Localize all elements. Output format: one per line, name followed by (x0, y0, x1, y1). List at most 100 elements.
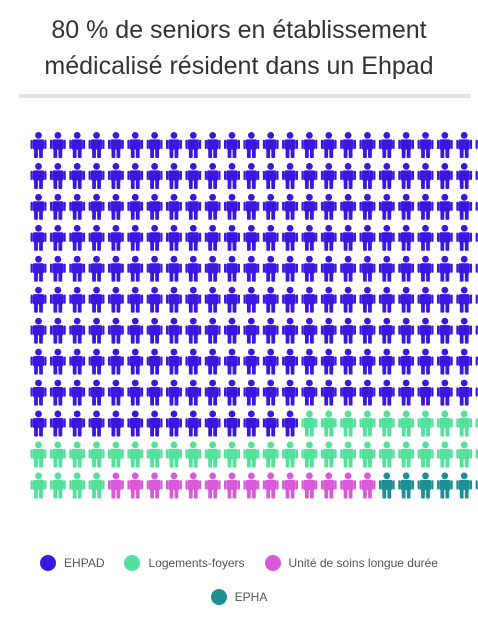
person-icon (243, 410, 260, 437)
person-icon (146, 193, 163, 220)
person-icon (398, 379, 415, 406)
person-icon (340, 255, 357, 282)
person-icon (262, 317, 279, 344)
person-icon (49, 255, 66, 282)
person-icon (262, 348, 279, 375)
person-icon (417, 441, 434, 468)
chart-title: 80 % de seniors en établissement médical… (10, 12, 468, 84)
person-icon (107, 162, 124, 189)
person-icon (107, 132, 124, 158)
person-icon (282, 286, 299, 313)
person-icon (262, 132, 279, 158)
person-icon (165, 317, 182, 344)
person-icon (30, 472, 47, 499)
person-icon (185, 472, 202, 499)
person-icon (146, 286, 163, 313)
person-icon (185, 348, 202, 375)
person-icon (224, 162, 240, 189)
person-icon (398, 441, 415, 468)
person-icon (456, 472, 473, 499)
person-icon (436, 162, 453, 189)
person-icon (262, 286, 279, 313)
person-icon (185, 224, 202, 251)
person-icon (262, 162, 279, 189)
person-icon (456, 255, 473, 282)
person-icon (301, 162, 318, 189)
person-icon (30, 379, 47, 406)
person-icon (359, 348, 376, 375)
person-icon (301, 255, 318, 282)
person-icon (146, 132, 163, 158)
person-icon (243, 317, 260, 344)
person-icon (107, 286, 124, 313)
person-icon (378, 286, 395, 313)
person-icon (30, 410, 47, 437)
person-icon (436, 286, 453, 313)
person-icon (69, 472, 86, 499)
person-icon (49, 317, 66, 344)
person-icon (436, 132, 453, 158)
legend-item-ehpad[interactable]: EHPAD (40, 555, 104, 571)
person-icon (204, 286, 221, 313)
person-icon (456, 193, 473, 220)
person-icon (165, 162, 182, 189)
person-icon (69, 193, 86, 220)
person-icon (398, 410, 415, 437)
person-icon (165, 286, 182, 313)
person-icon (262, 441, 279, 468)
person-icon (165, 193, 182, 220)
person-icon (69, 317, 86, 344)
person-icon (378, 224, 395, 251)
person-icon (243, 379, 260, 406)
person-icon (69, 286, 86, 313)
person-icon (30, 441, 47, 468)
person-icon (359, 132, 376, 158)
person-icon (185, 410, 202, 437)
person-icon (185, 132, 202, 158)
person-icon (30, 193, 47, 220)
person-icon (301, 193, 318, 220)
person-icon (30, 224, 47, 251)
person-icon (320, 224, 337, 251)
person-icon (69, 379, 86, 406)
person-icon (107, 255, 124, 282)
person-icon (243, 224, 260, 251)
person-icon (282, 193, 299, 220)
person-icon (301, 410, 318, 437)
person-icon (88, 472, 105, 499)
person-icon (436, 193, 453, 220)
person-icon (456, 410, 473, 437)
person-icon (282, 132, 299, 158)
person-icon (204, 410, 221, 437)
legend-label-logements-foyers: Logements-foyers (148, 556, 245, 570)
person-icon (320, 379, 337, 406)
person-icon (127, 379, 144, 406)
person-icon (165, 472, 182, 499)
person-icon (436, 441, 453, 468)
person-icon (340, 162, 357, 189)
person-icon (127, 410, 144, 437)
person-icon (224, 441, 240, 468)
person-icon (436, 348, 453, 375)
legend-item-logements-foyers[interactable]: Logements-foyers (124, 555, 245, 571)
person-icon (378, 348, 395, 375)
person-icon (301, 286, 318, 313)
person-icon (88, 224, 105, 251)
person-icon (165, 132, 182, 158)
person-icon (243, 441, 260, 468)
person-icon (320, 317, 337, 344)
person-icon (146, 162, 163, 189)
person-icon (398, 255, 415, 282)
person-icon (262, 472, 279, 499)
person-icon (398, 224, 415, 251)
person-icon (320, 193, 337, 220)
person-icon (204, 132, 221, 158)
person-icon (340, 193, 357, 220)
person-icon (436, 410, 453, 437)
person-icon (436, 379, 453, 406)
person-icon (88, 317, 105, 344)
legend-item-epha[interactable]: EPHA (210, 589, 267, 605)
person-icon (456, 224, 473, 251)
person-icon (224, 193, 240, 220)
legend-item-usld[interactable]: Unité de soins longue durée (264, 555, 438, 571)
